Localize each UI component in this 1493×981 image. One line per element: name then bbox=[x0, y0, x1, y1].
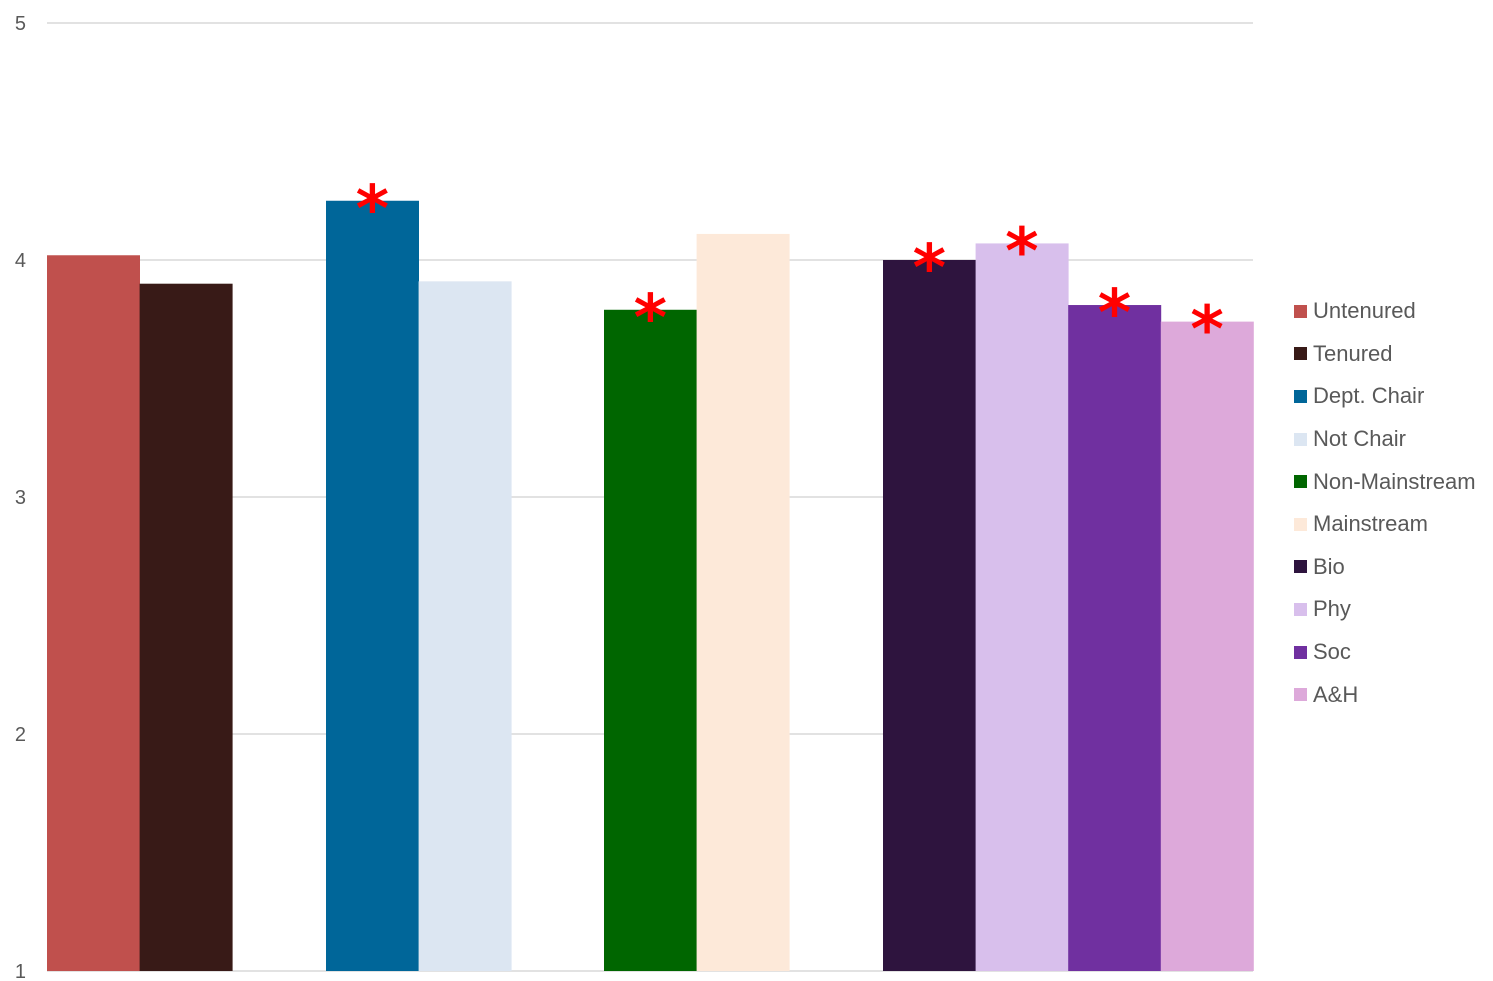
legend-label: Not Chair bbox=[1313, 426, 1406, 452]
bar-phy bbox=[975, 243, 1069, 971]
legend-swatch bbox=[1294, 475, 1307, 489]
significance-markers: * * * * * * bbox=[356, 173, 1224, 368]
y-tick-label: 4 bbox=[15, 250, 26, 272]
legend-item: Untenured bbox=[1294, 290, 1493, 333]
significance-star: * bbox=[913, 232, 946, 306]
bars bbox=[47, 200, 1254, 972]
significance-star: * bbox=[1098, 277, 1131, 351]
bar-soc bbox=[1068, 305, 1162, 971]
legend-item: Phy bbox=[1294, 588, 1493, 631]
legend-label: Non-Mainstream bbox=[1313, 468, 1476, 494]
bar-non-mainstream bbox=[604, 309, 697, 971]
legend-label: Mainstream bbox=[1313, 511, 1428, 537]
legend-item: Mainstream bbox=[1294, 503, 1493, 546]
legend: Untenured Tenured Dept. Chair Not Chair Non-… bbox=[1294, 290, 1493, 716]
legend-swatch bbox=[1294, 517, 1307, 531]
legend-swatch bbox=[1294, 389, 1307, 403]
y-tick-label: 2 bbox=[15, 724, 26, 746]
significance-star: * bbox=[634, 282, 667, 356]
legend-swatch bbox=[1294, 602, 1307, 616]
legend-label: Dept. Chair bbox=[1313, 383, 1425, 409]
y-tick-label: 3 bbox=[15, 487, 26, 509]
significance-star: * bbox=[1190, 294, 1223, 368]
legend-swatch bbox=[1294, 688, 1307, 702]
legend-label: Untenured bbox=[1313, 298, 1416, 324]
legend-label: A&H bbox=[1313, 681, 1359, 707]
legend-label: Phy bbox=[1313, 596, 1351, 622]
bar-tenured bbox=[139, 283, 233, 971]
legend-swatch bbox=[1294, 347, 1307, 361]
legend-label: Soc bbox=[1313, 639, 1351, 665]
bar-not-chair bbox=[418, 281, 512, 972]
bar-bio bbox=[883, 260, 976, 971]
legend-item: Soc bbox=[1294, 631, 1493, 674]
bar-mainstream bbox=[696, 233, 790, 971]
y-tick-label: 5 bbox=[15, 13, 26, 35]
bar-dept-chair bbox=[326, 200, 419, 971]
bar-untenured bbox=[47, 255, 140, 971]
legend-label: Bio bbox=[1313, 553, 1345, 579]
y-axis-ticks: 1 2 3 4 5 bbox=[15, 13, 26, 981]
legend-item: A&H bbox=[1294, 673, 1493, 716]
legend-item: Non-Mainstream bbox=[1294, 460, 1493, 503]
legend-swatch bbox=[1294, 432, 1307, 446]
y-tick-label: 1 bbox=[15, 961, 26, 981]
significance-star: * bbox=[1005, 215, 1038, 289]
bar-a-h bbox=[1160, 321, 1254, 971]
legend-swatch bbox=[1294, 304, 1307, 318]
legend-swatch bbox=[1294, 645, 1307, 659]
legend-item: Dept. Chair bbox=[1294, 375, 1493, 418]
legend-item: Bio bbox=[1294, 546, 1493, 589]
legend-label: Tenured bbox=[1313, 340, 1393, 366]
significance-star: * bbox=[356, 173, 389, 247]
legend-swatch bbox=[1294, 560, 1307, 574]
legend-item: Not Chair bbox=[1294, 418, 1493, 461]
legend-item: Tenured bbox=[1294, 333, 1493, 376]
